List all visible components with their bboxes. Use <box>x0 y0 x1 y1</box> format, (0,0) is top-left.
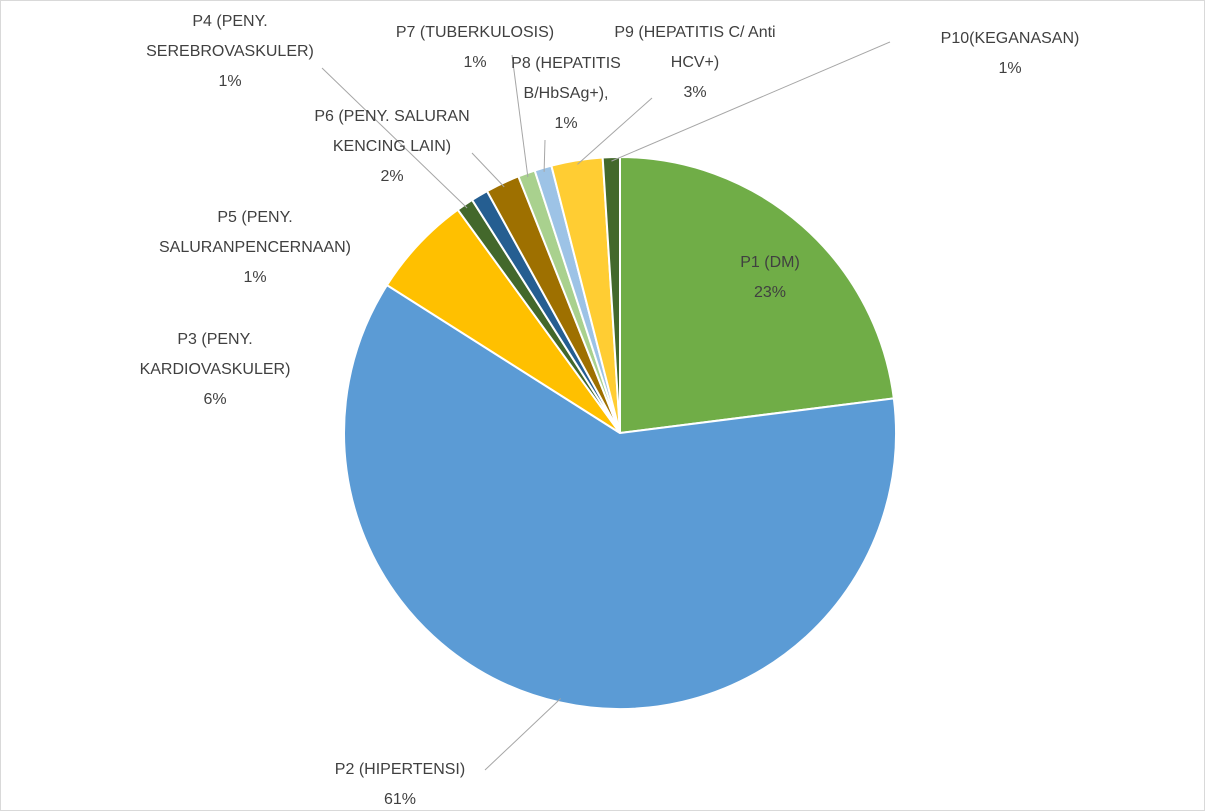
leader-line <box>611 41 891 162</box>
data-label: P9 (HEPATITIS C/ Anti HCV+) 3% <box>600 18 790 108</box>
category-label: P8 (HEPATITIS B/HbSAg+), <box>511 55 621 102</box>
leader-line <box>484 698 562 771</box>
leader-line <box>511 54 529 178</box>
data-label: P3 (PENY. KARDIOVASKULER) 6% <box>105 325 325 415</box>
category-label: P1 (DM) <box>740 254 800 271</box>
category-label: P2 (HIPERTENSI) <box>334 761 466 778</box>
value-label: 23% <box>753 284 787 301</box>
data-label: P1 (DM) 23% <box>710 248 830 308</box>
category-label: P5 (PENY. SALURANPENCERNAAN) <box>158 209 352 256</box>
data-label: P5 (PENY. SALURANPENCERNAAN) 1% <box>158 203 353 293</box>
category-label: P9 (HEPATITIS C/ Anti HCV+) <box>614 24 776 71</box>
data-label: P8 (HEPATITIS B/HbSAg+), 1% <box>491 49 641 139</box>
value-label: 1% <box>998 60 1022 77</box>
leader-line <box>577 97 653 165</box>
pie-slice <box>343 283 897 710</box>
leader-line <box>543 139 546 172</box>
value-label: 1% <box>463 54 487 71</box>
leader-line <box>321 67 468 209</box>
category-label: P10(KEGANASAN) <box>940 30 1080 47</box>
data-label: P6 (PENY. SALURAN KENCING LAIN) 2% <box>292 102 492 192</box>
leader-line <box>471 152 505 188</box>
category-label: P6 (PENY. SALURAN KENCING LAIN) <box>314 108 470 155</box>
category-label: P3 (PENY. KARDIOVASKULER) <box>139 331 291 378</box>
value-label: 1% <box>243 269 267 286</box>
pie-slice <box>619 155 895 435</box>
value-label: 1% <box>218 73 242 90</box>
value-label: 1% <box>554 115 578 132</box>
category-label: P7 (TUBERKULOSIS) <box>395 24 555 41</box>
value-label: 61% <box>383 791 417 808</box>
data-label: P2 (HIPERTENSI) 61% <box>290 755 510 811</box>
value-label: 2% <box>380 168 404 185</box>
data-label: P10(KEGANASAN) 1% <box>900 24 1120 84</box>
value-label: 6% <box>203 391 227 408</box>
data-label: P4 (PENY. SEREBROVASKULER) 1% <box>135 7 325 97</box>
value-label: 3% <box>683 84 707 101</box>
data-label: P7 (TUBERKULOSIS) 1% <box>370 18 580 78</box>
category-label: P4 (PENY. SEREBROVASKULER) <box>146 13 314 60</box>
